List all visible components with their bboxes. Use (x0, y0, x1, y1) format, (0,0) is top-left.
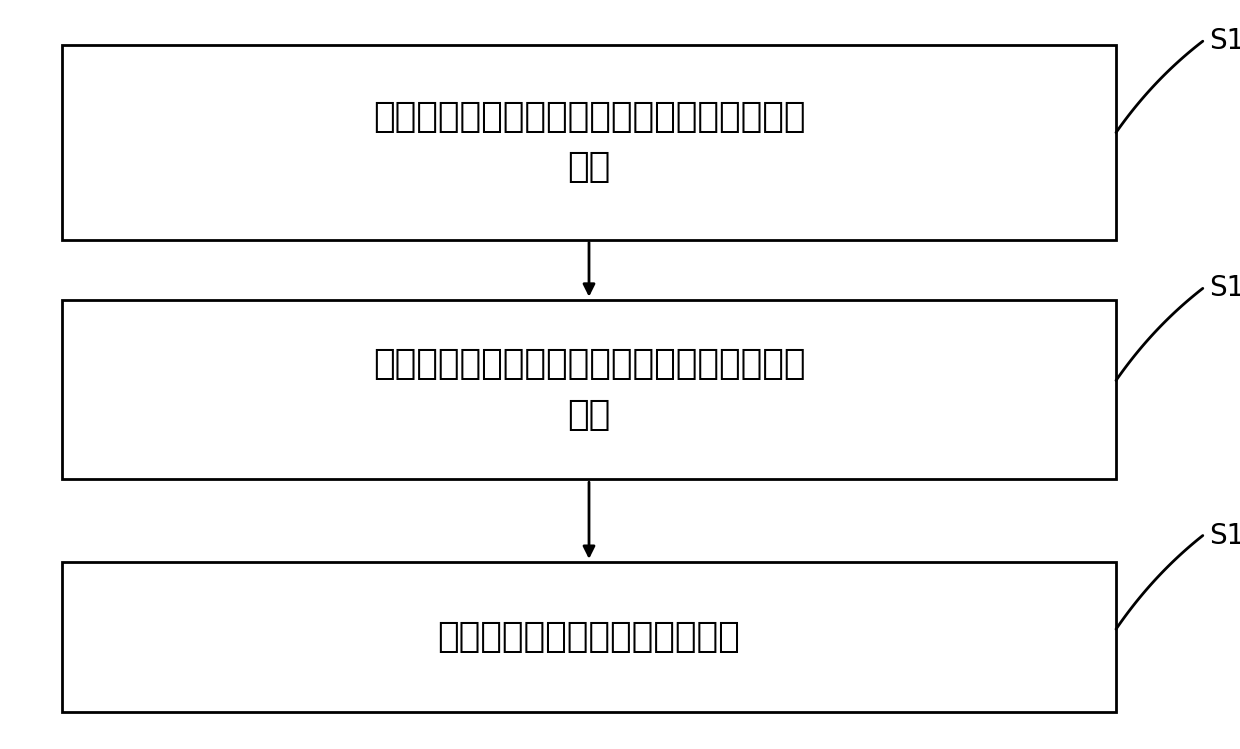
Bar (62, 45, 1116, 240)
Text: 保存所述密码在该光模块的内部: 保存所述密码在该光模块的内部 (438, 619, 740, 654)
Text: S103: S103 (1209, 521, 1240, 550)
Bar (62, 300, 1116, 479)
Bar (62, 562, 1116, 712)
Text: S101: S101 (1209, 27, 1240, 55)
Text: S102: S102 (1209, 274, 1240, 303)
Text: 对所述标识进行加密运算，生成该只光模块的
密码: 对所述标识进行加密运算，生成该只光模块的 密码 (373, 348, 805, 431)
Text: 获取光模块的标识，所述标识为该只光模块所
独有: 获取光模块的标识，所述标识为该只光模块所 独有 (373, 100, 805, 184)
